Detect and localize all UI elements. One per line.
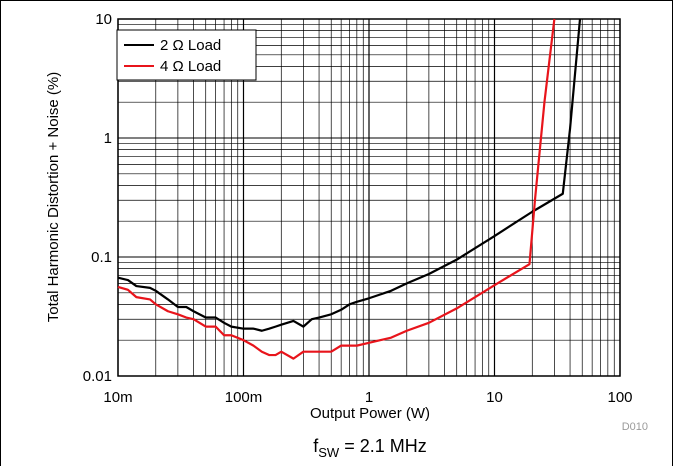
y-tick-label: 10 [95,11,112,28]
y-tick-label: 0.01 [83,368,112,385]
caption-prefix: f [313,436,319,456]
series-line-2ohm-load [117,18,582,332]
y-tick-label: 0.1 [91,249,112,266]
series-lines [117,18,582,360]
x-axis-title: Output Power (W) [310,405,430,422]
caption-subscript: SW [318,445,340,460]
legend-box [116,29,257,81]
series-line-4ohm-load [117,18,556,360]
x-tick-labels: 10m 100m 1 10 100 [103,389,632,406]
plot-area-frame [117,18,621,377]
legend-label-2ohm: 2 Ω Load [160,37,221,54]
y-tick-label: 1 [104,130,112,147]
x-tick-label: 10m [103,389,132,406]
frequency-caption: fSW = 2.1 MHz [313,436,427,460]
y-tick-labels: 0.01 0.1 1 10 [83,11,112,385]
x-tick-label: 10 [486,389,503,406]
legend-label-4ohm: 4 Ω Load [160,58,221,75]
x-tick-label: 1 [365,389,373,406]
y-axis-title: Total Harmonic Distortion + Noise (%) [45,72,62,323]
x-tick-label: 100m [225,389,263,406]
legend: 2 Ω Load 4 Ω Load [116,29,257,81]
x-tick-label: 100 [607,389,632,406]
caption-suffix: = 2.1 MHz [339,436,427,456]
figure-code: D010 [622,421,648,433]
